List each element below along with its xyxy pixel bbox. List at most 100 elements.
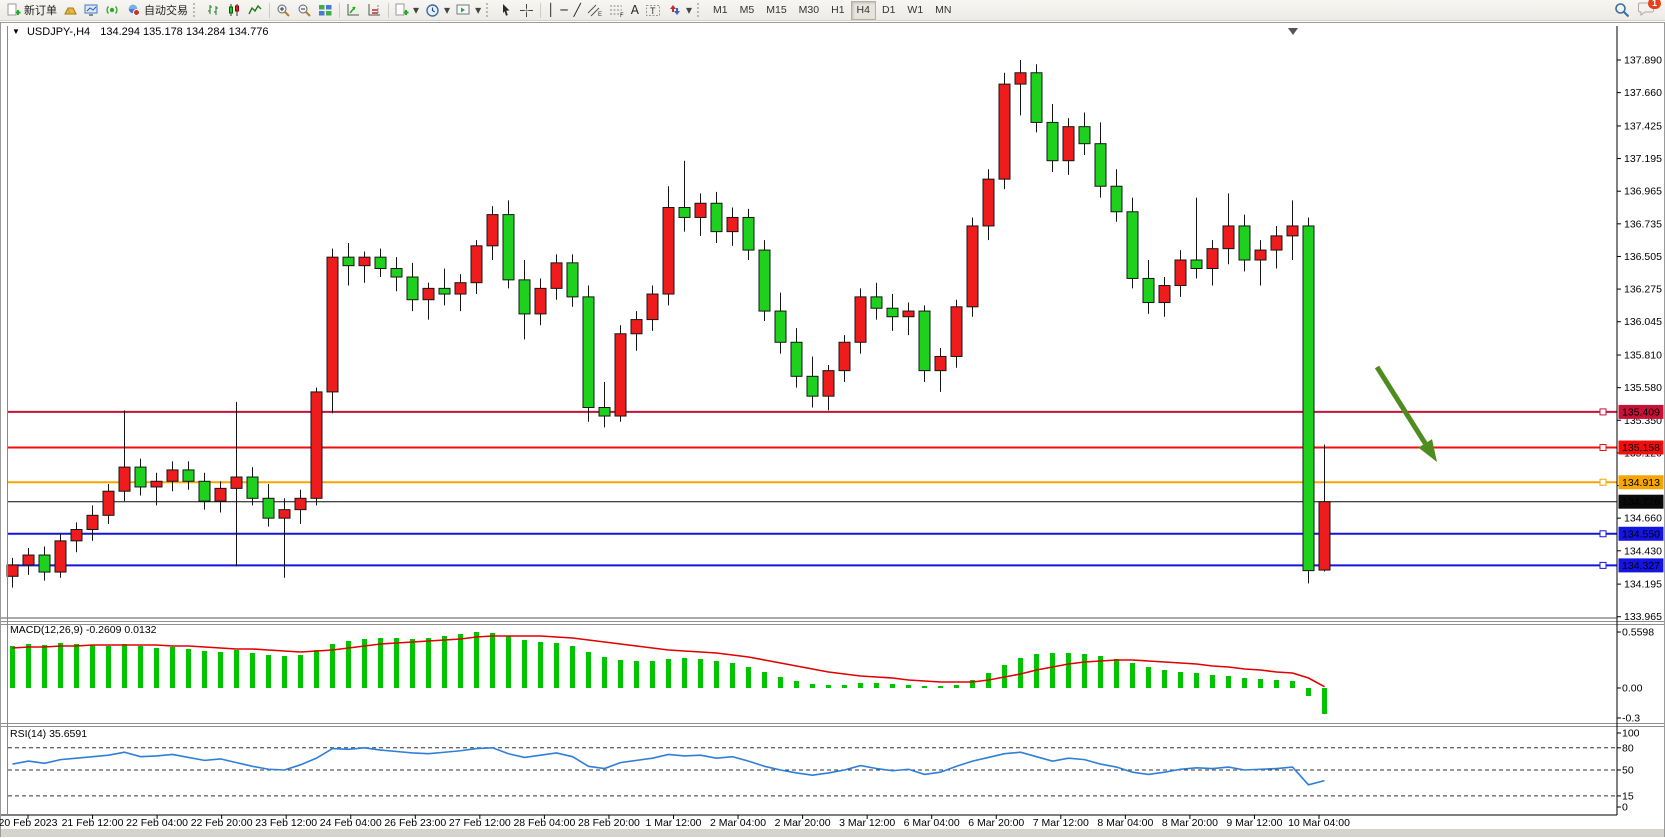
candle — [294, 497, 307, 511]
tf-W1[interactable]: W1 — [907, 4, 924, 16]
candle — [1030, 72, 1043, 123]
macd-bar — [762, 672, 767, 688]
candle — [278, 509, 291, 519]
template-icon — [395, 3, 409, 16]
window-bottom-strip — [1, 829, 1664, 837]
time-axis: 20 Feb 2023 21 Feb 12:00 22 Feb 04:00 22 Fe… — [0, 815, 1350, 829]
candle — [262, 497, 275, 519]
macd-bar — [778, 677, 783, 688]
search-icon[interactable] — [1614, 2, 1630, 18]
candle — [1094, 143, 1107, 187]
candle — [518, 279, 531, 315]
macd-bar — [1290, 681, 1295, 688]
candle — [966, 225, 979, 308]
new-order-button[interactable]: 新订单 — [4, 1, 60, 19]
dropdown-icon: ▾ — [444, 3, 451, 17]
crosshair-tool[interactable] — [516, 1, 537, 19]
macd-bar — [122, 644, 127, 688]
zoom-in-button[interactable] — [273, 1, 294, 19]
label-tool[interactable]: T — [642, 1, 664, 19]
hline-handle[interactable] — [1599, 478, 1607, 486]
toolbar-grip[interactable] — [193, 3, 199, 17]
bar-chart-icon — [208, 5, 218, 15]
macd-bar — [682, 658, 687, 688]
toolbar-grip[interactable] — [697, 3, 703, 17]
macd-bar — [1306, 688, 1311, 696]
zoom-out-icon — [298, 4, 311, 17]
zoom-out-button[interactable] — [294, 1, 315, 19]
annotation-arrow[interactable] — [1374, 365, 1437, 462]
svg-text:135.580: 135.580 — [1624, 382, 1662, 394]
vertical-line-tool[interactable]: │ — [544, 1, 557, 19]
tile-windows-button[interactable] — [315, 1, 336, 19]
candle — [646, 293, 659, 321]
macd-bar — [1242, 678, 1247, 688]
candle — [662, 207, 675, 295]
trendline-tool[interactable]: ╱ — [571, 1, 584, 19]
hlines-layer[interactable] — [8, 410, 1617, 567]
tf-M5[interactable]: M5 — [739, 4, 755, 16]
chart-menu-triangle-icon[interactable]: ▼ — [12, 27, 20, 36]
hline-handle[interactable] — [1599, 408, 1607, 416]
dropdown-icon: ▾ — [413, 3, 420, 17]
bar-chart-button[interactable] — [203, 1, 224, 19]
fibonacci-tool[interactable]: F — [606, 1, 628, 19]
tf-M1[interactable]: M1 — [713, 4, 728, 16]
hline-handle[interactable] — [1599, 561, 1607, 569]
macd-bar — [58, 643, 63, 688]
macd-bar — [810, 684, 815, 688]
gold-button[interactable] — [60, 1, 81, 19]
candle — [806, 375, 819, 397]
strategy-tester-button[interactable]: ▾ — [453, 1, 484, 19]
macd-bar — [826, 685, 831, 688]
price-badge — [1618, 558, 1664, 573]
svg-text:135.409: 135.409 — [1622, 406, 1660, 418]
macd-bar — [74, 644, 79, 688]
tf-H4[interactable]: H4 — [850, 0, 876, 20]
tf-M30[interactable]: M30 — [798, 4, 820, 16]
macd-bar — [970, 680, 975, 688]
candle — [790, 341, 803, 377]
market-window-button[interactable] — [81, 1, 102, 19]
candlestick-button[interactable] — [224, 1, 245, 19]
candle — [182, 469, 195, 482]
svg-text:134.195: 134.195 — [1624, 579, 1662, 591]
macd-bar — [954, 685, 959, 688]
tf-D1[interactable]: D1 — [881, 4, 896, 16]
notifications-button[interactable]: 1 — [1638, 0, 1661, 19]
tf-H1[interactable]: H1 — [831, 4, 845, 16]
tf-MN[interactable]: MN — [935, 4, 952, 16]
toolbar-grip[interactable] — [486, 3, 492, 17]
svg-text:136.045: 136.045 — [1624, 316, 1662, 328]
candles-layer — [6, 60, 1331, 588]
indicators-button[interactable] — [343, 1, 364, 19]
line-chart-button[interactable] — [245, 1, 266, 19]
macd-pane — [10, 632, 1327, 714]
svg-text:0.5598: 0.5598 — [1622, 627, 1654, 639]
macd-bar — [842, 685, 847, 688]
macd-bar — [874, 683, 879, 688]
text-tool[interactable]: A — [628, 1, 642, 19]
text-label-icon: T — [646, 4, 661, 16]
candle — [374, 256, 387, 270]
timeframes-menu-button[interactable]: ▾ — [422, 1, 453, 19]
templates-button[interactable]: ▾ — [392, 1, 422, 19]
cursor-tool[interactable] — [496, 1, 516, 19]
candle — [1110, 185, 1123, 213]
arrows-tool[interactable]: ▾ — [664, 1, 695, 19]
hline-handle[interactable] — [1599, 530, 1607, 538]
candle — [54, 540, 67, 573]
trendline-icon: ╱ — [573, 3, 581, 17]
hline-handle[interactable] — [1599, 444, 1607, 452]
macd-bar — [714, 661, 719, 688]
auto-trading-button[interactable]: 自动交易 — [123, 1, 191, 19]
macd-bar — [794, 681, 799, 688]
broadcast-button[interactable] — [102, 1, 123, 19]
tf-M15[interactable]: M15 — [766, 4, 787, 16]
candle — [326, 256, 339, 393]
horizontal-line-tool[interactable]: ─ — [557, 1, 570, 19]
periods-button[interactable] — [364, 1, 385, 19]
svg-text:F: F — [620, 13, 624, 18]
channel-tool[interactable]: E — [584, 1, 606, 19]
